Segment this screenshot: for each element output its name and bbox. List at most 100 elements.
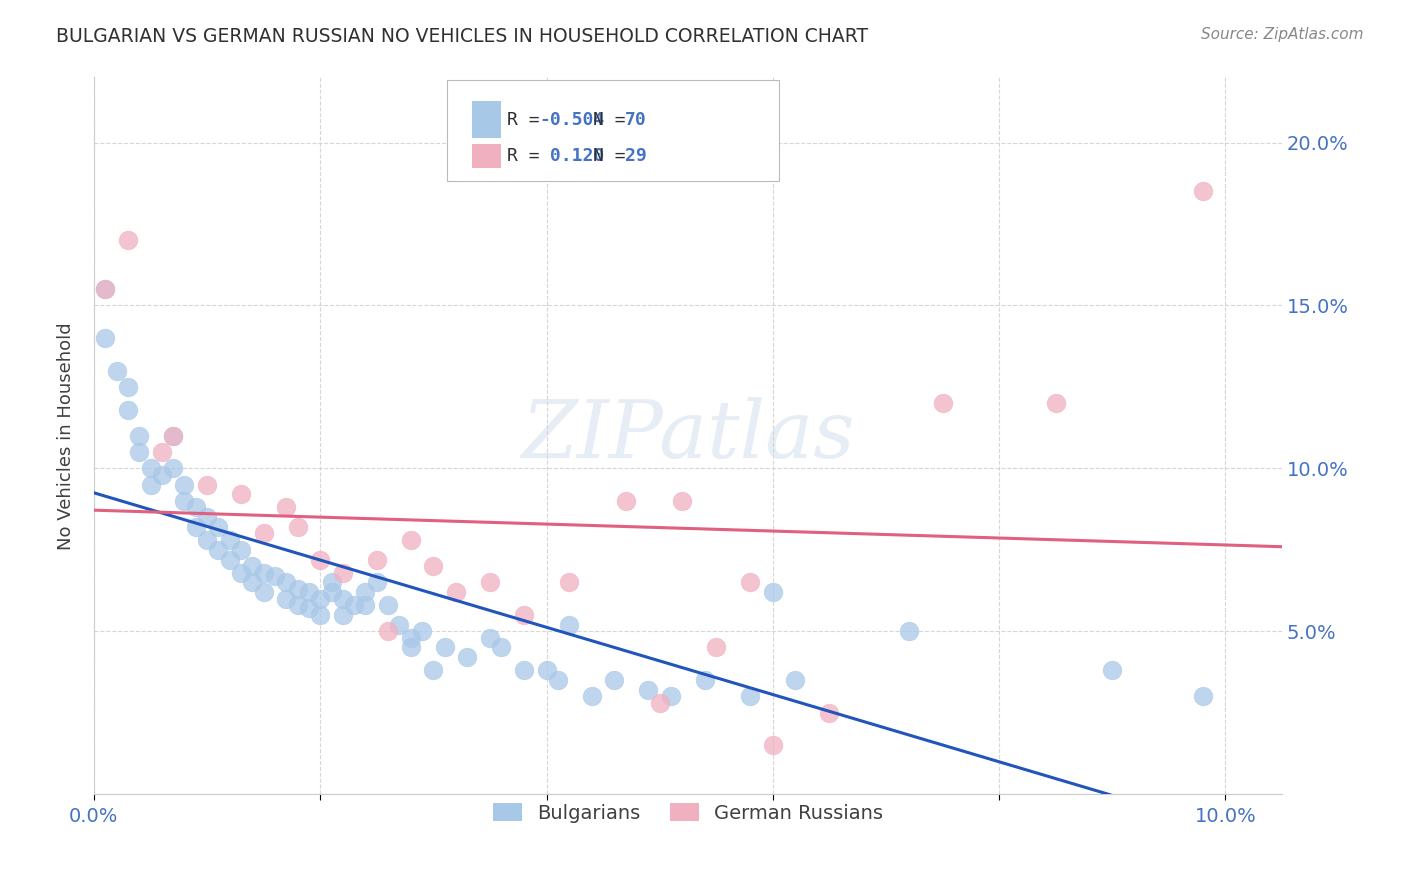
Point [603,673,626,687]
Point [184,520,207,534]
Text: ZIPatlas: ZIPatlas [522,397,855,475]
Point [287,598,309,612]
Point [240,575,263,590]
Point [558,575,581,590]
Point [150,467,173,482]
Y-axis label: No Vehicles in Household: No Vehicles in Household [58,322,75,549]
Point [332,607,354,622]
Point [422,663,444,677]
Point [264,569,287,583]
Point [139,477,162,491]
Point [162,428,184,442]
Point [128,445,150,459]
Point [117,402,139,417]
Point [931,396,953,410]
Text: 70: 70 [626,112,647,129]
Text: R =: R = [508,147,551,165]
Point [94,331,117,345]
Point [433,640,456,655]
FancyBboxPatch shape [472,101,502,138]
Point [253,585,276,599]
Point [897,624,920,639]
Point [276,591,298,606]
Point [229,487,252,501]
FancyBboxPatch shape [447,79,779,181]
Point [321,585,343,599]
Point [411,624,433,639]
Point [298,601,321,615]
Point [648,696,671,710]
Point [818,706,841,720]
Point [117,233,139,247]
Point [139,461,162,475]
Point [536,663,558,677]
Point [762,585,785,599]
Point [399,533,422,547]
Point [762,738,785,752]
Point [195,533,218,547]
Point [366,552,388,566]
Point [513,663,536,677]
Point [162,428,184,442]
Point [377,598,399,612]
Point [740,575,762,590]
Point [388,617,411,632]
Point [637,682,659,697]
Point [253,526,276,541]
Point [94,282,117,296]
Point [614,494,637,508]
Point [377,624,399,639]
Point [218,533,240,547]
Text: -0.504: -0.504 [540,112,605,129]
Point [173,494,195,508]
Point [354,598,377,612]
Point [162,461,184,475]
Point [343,598,366,612]
Point [195,477,218,491]
Text: N =: N = [593,112,637,129]
Point [354,585,377,599]
Text: 0.120: 0.120 [540,147,605,165]
Text: N =: N = [593,147,637,165]
Point [1101,663,1123,677]
Point [276,500,298,515]
Point [207,542,229,557]
Point [1191,690,1213,704]
Point [399,640,422,655]
Point [287,520,309,534]
Point [287,582,309,596]
Point [309,591,332,606]
Point [229,542,252,557]
Point [422,559,444,574]
Point [207,520,229,534]
Point [740,690,762,704]
Point [253,566,276,580]
Point [128,428,150,442]
Text: BULGARIAN VS GERMAN RUSSIAN NO VEHICLES IN HOUSEHOLD CORRELATION CHART: BULGARIAN VS GERMAN RUSSIAN NO VEHICLES … [56,27,869,45]
Point [478,631,501,645]
Point [659,690,682,704]
Point [491,640,513,655]
Text: 29: 29 [626,147,647,165]
Point [276,575,298,590]
Point [366,575,388,590]
Point [785,673,807,687]
Point [321,575,343,590]
Point [581,690,603,704]
Point [298,585,321,599]
Point [332,566,354,580]
Point [1045,396,1067,410]
Point [1191,185,1213,199]
Point [117,380,139,394]
Text: Source: ZipAtlas.com: Source: ZipAtlas.com [1201,27,1364,42]
Point [150,445,173,459]
Point [704,640,727,655]
Point [547,673,569,687]
Point [671,494,693,508]
Point [513,607,536,622]
Point [94,282,117,296]
Point [218,552,240,566]
Point [456,650,478,665]
Point [309,607,332,622]
Point [558,617,581,632]
